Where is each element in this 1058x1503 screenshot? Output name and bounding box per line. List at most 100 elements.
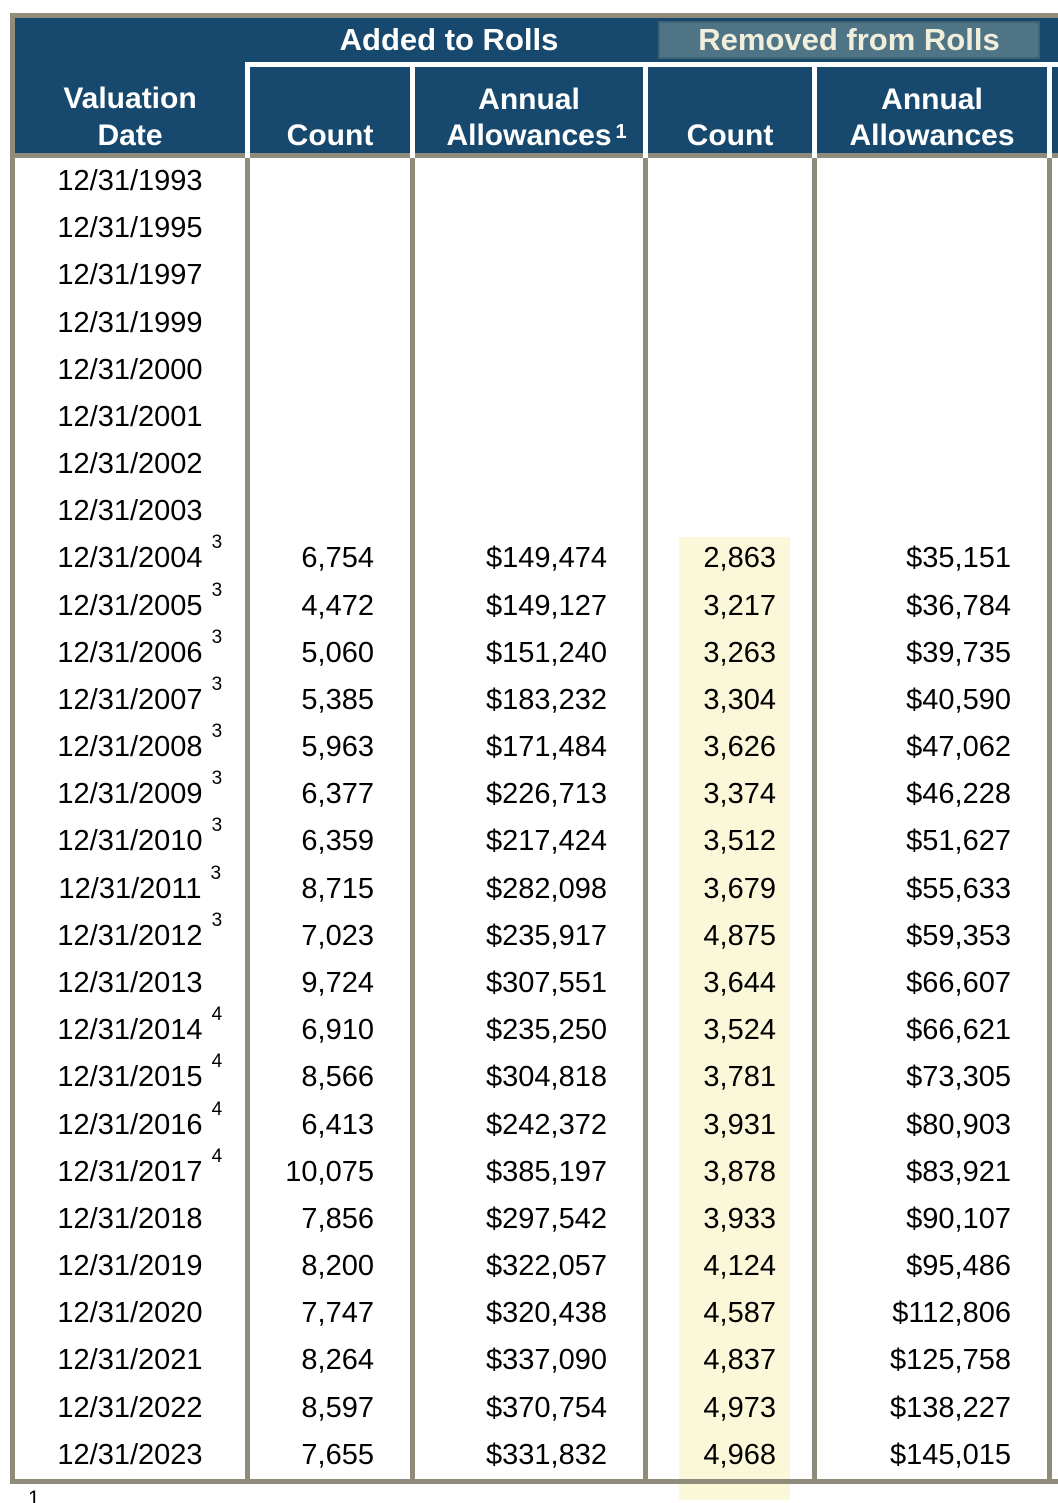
valuation-date-cell: 12/31/2016 4 [15, 1099, 245, 1148]
removed-count-cell: 3,217 [703, 589, 776, 622]
date-footnote-sup: 4 [211, 1145, 223, 1167]
valuation-date-cell: 12/31/2014 4 [15, 1004, 245, 1054]
added-count-cell: 7,655 [301, 1438, 374, 1471]
added-count-cell [250, 347, 410, 394]
valuation-date-value: 12/31/2012 [57, 919, 203, 952]
removed-count-cell: 4,968 [703, 1438, 776, 1471]
added-allowances-cell: $322,057 [486, 1250, 607, 1283]
valuation-date-cell: 12/31/2007 3 [15, 674, 245, 724]
removed-count-cell [648, 252, 812, 299]
valuation-date-value: 12/31/2016 [57, 1108, 203, 1141]
added-count-cell: 7,856 [301, 1202, 374, 1235]
valuation-date-wrap: 12/31/2016 4 [57, 1099, 222, 1142]
added-count-cell: 7,023 [301, 919, 374, 952]
header-divider [1047, 62, 1052, 158]
valuation-date-wrap: 12/31/1999 [57, 307, 202, 340]
added-allowances-cell: $226,713 [486, 778, 607, 811]
valuation-date-wrap: 12/31/1995 [57, 212, 202, 245]
removed-allowances-cell: $47,062 [906, 731, 1011, 764]
removed-count-cell: 2,863 [703, 542, 776, 575]
valuation-date-wrap: 12/31/2006 3 [57, 627, 222, 670]
valuation-date-cell: 12/31/2019 [15, 1243, 245, 1290]
removed-allowances-cell: $59,353 [906, 919, 1011, 952]
removed-allowances-cell: $66,607 [906, 967, 1011, 999]
removed-allowances-cell: $73,305 [906, 1061, 1011, 1094]
date-footnote-sup: 4 [211, 1004, 223, 1026]
valuation-date-value: 12/31/2005 [57, 589, 203, 622]
table-row: 12/31/2002 [15, 441, 1058, 488]
column-divider [410, 158, 415, 1479]
date-footnote-sup: 3 [211, 673, 223, 695]
removed-count-cell: 3,878 [703, 1155, 776, 1188]
table-row: 12/31/2018 7,856 $297,542 3,933 $90,107 [15, 1196, 1058, 1243]
removed-allowances-cell: $51,627 [906, 825, 1011, 858]
valuation-date-value: 12/31/2015 [57, 1061, 203, 1094]
table-row: 12/31/2021 8,264 $337,090 4,837 $125,758 [15, 1337, 1058, 1384]
table-header: Valuation Date Added to Rolls Removed fr… [15, 18, 1058, 158]
annual-added-line1: Annual [478, 83, 580, 116]
column-header-count-removed: Count [648, 67, 812, 158]
added-count-cell: 10,075 [285, 1155, 374, 1188]
valuation-date-value: 12/31/2013 [57, 967, 203, 999]
valuation-date-wrap: 12/31/2023 [57, 1439, 202, 1472]
added-allowances-cell: $320,438 [486, 1297, 607, 1330]
removed-allowances-cell [817, 158, 1047, 205]
count-removed-label: Count [686, 119, 774, 152]
valuation-date-wrap: 12/31/2013 [57, 967, 202, 1000]
added-allowances-cell: $297,542 [486, 1202, 607, 1235]
valuation-date-cell: 12/31/2018 [15, 1196, 245, 1243]
removed-count-cell: 4,875 [703, 919, 776, 952]
added-allowances-cell: $149,474 [486, 542, 607, 575]
added-count-cell: 6,754 [301, 542, 374, 575]
valuation-date-wrap: 12/31/1993 [57, 165, 202, 198]
valuation-date-value: 12/31/2020 [57, 1297, 203, 1330]
header-divider [245, 62, 250, 158]
valuation-date-wrap: 12/31/2022 [57, 1392, 202, 1425]
added-allowances-cell [415, 488, 643, 535]
valuation-date-cell: 12/31/2009 3 [15, 768, 245, 818]
removed-allowances-cell [817, 394, 1047, 441]
added-allowances-cell: $151,240 [486, 636, 607, 669]
table-row: 12/31/2011 3 8,715 $282,098 3,679 $55,63… [15, 863, 1058, 913]
added-count-cell: 7,747 [301, 1297, 374, 1330]
added-allowances-cell: $171,484 [486, 731, 607, 764]
date-footnote-sup: 3 [211, 721, 223, 743]
valuation-date-value: 12/31/2014 [57, 1014, 203, 1047]
table-row: 12/31/2022 8,597 $370,754 4,973 $138,227 [15, 1384, 1058, 1431]
valuation-date-value: 12/31/2004 [57, 542, 203, 575]
removed-allowances-cell [817, 347, 1047, 394]
added-allowances-cell [415, 205, 643, 252]
valuation-date-wrap: 12/31/2005 3 [57, 580, 222, 623]
table-row: 12/31/2010 3 6,359 $217,424 3,512 $51,62… [15, 815, 1058, 865]
removed-count-cell: 3,512 [703, 825, 776, 858]
valuation-date-cell: 12/31/2006 3 [15, 627, 245, 677]
valuation-date-wrap: 12/31/2007 3 [57, 674, 222, 717]
valuation-label-line1: Valuation [63, 82, 197, 115]
valuation-date-wrap: 12/31/2017 4 [57, 1146, 222, 1189]
valuation-date-value: 12/31/2011 [58, 872, 202, 905]
added-count-cell [250, 252, 410, 299]
added-count-cell [250, 394, 410, 441]
valuation-table: Valuation Date Added to Rolls Removed fr… [10, 13, 1058, 1484]
valuation-date-cell: 12/31/2004 3 [15, 532, 245, 582]
valuation-date-wrap: 12/31/2004 3 [57, 532, 222, 575]
valuation-date-cell: 12/31/2008 3 [15, 721, 245, 771]
added-count-cell [250, 441, 410, 488]
added-count-cell: 5,963 [301, 731, 374, 764]
column-header-annual-allowances-removed: Annual Allowances [817, 67, 1047, 158]
removed-count-cell: 3,931 [703, 1108, 776, 1141]
valuation-date-cell: 12/31/2015 4 [15, 1051, 245, 1101]
valuation-date-value: 12/31/2003 [57, 495, 203, 528]
added-allowances-cell: $183,232 [486, 683, 607, 716]
removed-allowances-cell: $83,921 [906, 1155, 1011, 1188]
valuation-date-wrap: 12/31/1997 [57, 259, 202, 292]
removed-count-cell: 3,304 [703, 683, 776, 716]
valuation-date-value: 12/31/2017 [57, 1155, 203, 1188]
removed-allowances-cell: $35,151 [906, 542, 1011, 575]
valuation-date-value: 12/31/1995 [57, 212, 203, 245]
removed-allowances-cell: $36,784 [906, 589, 1011, 622]
valuation-date-cell: 12/31/1993 [15, 158, 245, 205]
added-count-cell: 8,715 [301, 872, 374, 905]
valuation-date-cell: 12/31/1995 [15, 205, 245, 252]
